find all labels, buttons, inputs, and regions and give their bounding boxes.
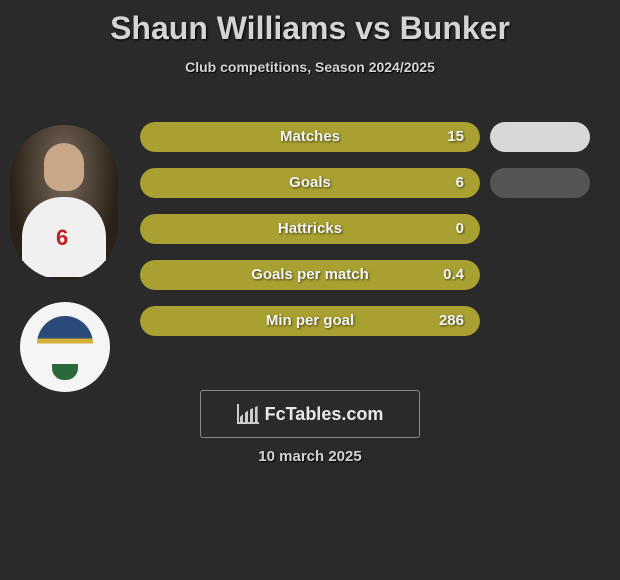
stat-bar-label: Min per goal	[140, 306, 480, 336]
stat-bar: Hattricks0	[140, 214, 480, 244]
left-image-column: 6	[10, 125, 118, 392]
stat-bar-value: 15	[447, 122, 464, 152]
date-text: 10 march 2025	[0, 448, 620, 465]
comparison-pill	[490, 214, 590, 244]
stat-bar: Matches15	[140, 122, 480, 152]
fctables-logo: FcTables.com	[200, 390, 420, 438]
stat-bar-label: Hattricks	[140, 214, 480, 244]
page-title: Shaun Williams vs Bunker	[0, 0, 620, 47]
subtitle: Club competitions, Season 2024/2025	[0, 59, 620, 75]
stat-bar: Goals per match0.4	[140, 260, 480, 290]
logo-text: FcTables.com	[265, 404, 384, 425]
comparison-pill	[490, 260, 590, 290]
stat-bar-label: Goals per match	[140, 260, 480, 290]
stat-bar-value: 286	[439, 306, 464, 336]
chart-icon	[237, 404, 259, 424]
stat-bar-label: Matches	[140, 122, 480, 152]
stat-bar-label: Goals	[140, 168, 480, 198]
player-number: 6	[56, 225, 68, 251]
right-pills	[490, 122, 590, 352]
player-photo: 6	[10, 125, 118, 280]
club-badge	[20, 302, 110, 392]
stats-bars: Matches15 Goals6 Hattricks0 Goals per match…	[140, 122, 480, 352]
stat-bar-value: 6	[456, 168, 464, 198]
comparison-pill	[490, 122, 590, 152]
stat-bar: Min per goal286	[140, 306, 480, 336]
comparison-pill	[490, 306, 590, 336]
stat-bar-value: 0.4	[443, 260, 464, 290]
stat-bar-value: 0	[456, 214, 464, 244]
stat-bar: Goals6	[140, 168, 480, 198]
comparison-pill	[490, 168, 590, 198]
